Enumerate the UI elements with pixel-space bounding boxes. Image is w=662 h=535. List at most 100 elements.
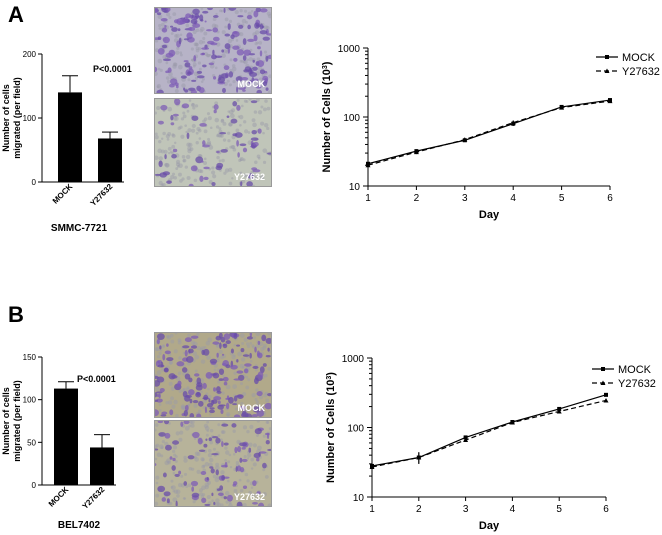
- membrane-pore: [247, 378, 251, 382]
- y-tick-label: 100: [343, 113, 360, 124]
- membrane-pore: [161, 439, 165, 444]
- membrane-pore: [155, 475, 160, 480]
- membrane-pore: [200, 80, 204, 83]
- membrane-pore: [180, 117, 185, 121]
- migrated-cell: [167, 67, 172, 73]
- migrated-cell: [242, 485, 248, 489]
- migrated-cell: [243, 86, 247, 89]
- migrated-cell: [254, 22, 260, 29]
- membrane-pore: [184, 425, 190, 431]
- migrated-cell: [211, 436, 219, 439]
- membrane-pore: [228, 122, 233, 127]
- migrated-cell: [161, 44, 168, 49]
- migrated-cell: [240, 348, 245, 353]
- membrane-pore: [246, 344, 251, 349]
- migrated-cell: [155, 463, 157, 466]
- migrated-cell: [186, 32, 193, 40]
- membrane-pore: [222, 48, 228, 54]
- migrated-cell: [234, 132, 243, 138]
- migrated-cell: [155, 392, 158, 398]
- legend-label: Y27632: [622, 66, 660, 78]
- legend-marker: [601, 367, 605, 371]
- membrane-pore: [246, 58, 250, 62]
- membrane-pore: [221, 430, 226, 434]
- membrane-pore: [266, 421, 270, 424]
- y-tick-label: 0: [32, 481, 37, 490]
- migrated-cell: [157, 47, 165, 55]
- migrated-cell: [192, 8, 200, 15]
- membrane-pore: [170, 32, 174, 35]
- membrane-pore: [203, 161, 208, 165]
- migrated-cell: [265, 354, 271, 358]
- membrane-pore: [191, 123, 196, 129]
- membrane-pore: [231, 108, 236, 113]
- membrane-pore: [215, 344, 220, 348]
- membrane-pore: [207, 448, 212, 453]
- migrated-cell: [191, 115, 199, 121]
- migrated-cell: [161, 8, 169, 13]
- membrane-pore: [168, 15, 172, 20]
- membrane-pore: [226, 479, 230, 483]
- migrated-cell: [236, 49, 244, 56]
- migrated-cell: [160, 414, 167, 417]
- migrated-cell: [203, 348, 210, 356]
- migrated-cell: [256, 457, 260, 462]
- membrane-pore: [211, 166, 215, 170]
- membrane-pore: [220, 118, 225, 122]
- membrane-pore: [252, 184, 255, 186]
- migrated-cell: [191, 486, 195, 492]
- migrated-cell: [166, 180, 172, 184]
- y-tick-label: 1000: [338, 44, 361, 55]
- migrated-cell: [261, 334, 267, 342]
- membrane-pore: [174, 89, 179, 93]
- migrated-cell: [181, 367, 188, 373]
- membrane-pore: [184, 124, 187, 128]
- migrated-cell: [259, 366, 265, 374]
- membrane-pore: [246, 429, 250, 434]
- bar: [90, 447, 114, 485]
- migrated-cell: [176, 18, 185, 26]
- membrane-pore: [193, 64, 196, 68]
- migrated-cell: [169, 25, 174, 28]
- membrane-pore: [235, 128, 240, 133]
- migrated-cell: [254, 346, 257, 353]
- migrated-cell: [183, 409, 188, 417]
- migrated-cell: [216, 386, 221, 393]
- migrated-cell: [156, 376, 165, 383]
- migrated-cell: [236, 370, 244, 374]
- migrated-cell: [264, 402, 271, 410]
- membrane-pore: [215, 501, 220, 506]
- migrated-cell: [202, 140, 206, 146]
- membrane-pore: [221, 158, 225, 163]
- membrane-pore: [194, 354, 200, 360]
- migrated-cell: [242, 89, 246, 92]
- series-line-mock: [367, 99, 611, 165]
- series-line-y27632: [371, 399, 607, 468]
- membrane-pore: [239, 32, 244, 37]
- membrane-pore: [260, 121, 265, 126]
- membrane-pore: [227, 131, 231, 135]
- membrane-pore: [186, 175, 191, 181]
- migrated-cell: [249, 333, 253, 337]
- membrane-pore: [252, 336, 256, 340]
- membrane-pore: [246, 479, 250, 483]
- migrated-cell: [237, 87, 246, 90]
- migrated-cell: [221, 423, 229, 427]
- membrane-pore: [239, 171, 243, 175]
- y-axis-label-end: ): [325, 372, 337, 376]
- membrane-pore: [194, 457, 199, 462]
- x-tick-label: 3: [462, 193, 468, 204]
- membrane-pore: [158, 23, 162, 28]
- membrane-pore: [232, 453, 236, 456]
- membrane-pore: [193, 437, 197, 440]
- membrane-pore: [180, 405, 186, 410]
- membrane-pore: [160, 149, 165, 154]
- membrane-pore: [256, 57, 261, 62]
- migrated-cell: [242, 55, 247, 61]
- membrane-pore: [249, 341, 252, 345]
- membrane-pore: [266, 11, 271, 16]
- membrane-pore: [264, 99, 268, 103]
- micrograph: Y27632: [154, 98, 272, 187]
- membrane-pore: [173, 453, 177, 457]
- migrated-cell: [178, 470, 182, 475]
